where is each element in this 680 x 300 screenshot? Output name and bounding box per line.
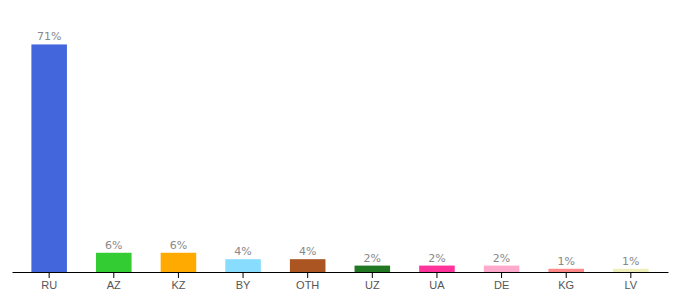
data-label: 2%	[364, 252, 381, 265]
x-tick-mark	[501, 272, 502, 278]
bar	[225, 259, 261, 272]
x-tick: UZ	[365, 272, 380, 291]
x-tick-mark	[372, 272, 373, 278]
data-label: 1%	[557, 255, 574, 268]
bar	[613, 269, 649, 272]
x-tick-mark	[566, 272, 567, 278]
x-tick-label: UZ	[365, 279, 380, 291]
x-tick-mark	[178, 272, 179, 278]
x-tick-mark	[113, 272, 114, 278]
data-labels: 71% 6% 6% 4% 4% 2% 2% 2% 1% 1%	[37, 30, 640, 267]
bar	[161, 253, 197, 272]
x-tick-label: KG	[558, 279, 574, 291]
x-tick-label: OTH	[296, 279, 319, 291]
bar	[96, 253, 132, 272]
x-tick: DE	[494, 272, 509, 291]
bar	[31, 44, 67, 272]
x-tick: BY	[236, 272, 251, 291]
x-tick-label: DE	[494, 279, 509, 291]
data-label: 4%	[234, 245, 251, 258]
x-axis: RU AZ KZ BY OTH UZ UA DE KG LV	[13, 272, 669, 291]
x-tick: UA	[429, 272, 445, 291]
data-label: 71%	[37, 30, 61, 43]
x-tick: AZ	[107, 272, 121, 291]
x-axis-line	[13, 272, 669, 273]
data-label: 6%	[170, 239, 187, 252]
bar	[419, 266, 455, 272]
x-tick-label: RU	[41, 279, 57, 291]
x-tick: LV	[625, 272, 638, 291]
data-label: 6%	[105, 239, 122, 252]
x-tick-mark	[49, 272, 50, 278]
bars	[31, 44, 648, 272]
x-tick: KZ	[171, 272, 185, 291]
x-tick-label: UA	[429, 279, 445, 291]
x-tick: KG	[558, 272, 574, 291]
x-tick-label: BY	[236, 279, 251, 291]
bar	[484, 266, 520, 272]
chart: RU AZ KZ BY OTH UZ UA DE KG LV 71% 6% 6% 4% 4% 2% 2% 2% 1%…	[0, 0, 680, 300]
x-tick: OTH	[296, 272, 319, 291]
bar	[355, 266, 391, 272]
plot: RU AZ KZ BY OTH UZ UA DE KG LV 71% 6% 6% 4% 4% 2% 2% 2% 1%…	[13, 30, 669, 290]
x-tick-label: KZ	[171, 279, 185, 291]
x-tick-label: AZ	[107, 279, 121, 291]
x-tick-mark	[630, 272, 631, 278]
x-tick-mark	[243, 272, 244, 278]
x-tick-mark	[436, 272, 437, 278]
bar	[290, 259, 326, 272]
data-label: 4%	[299, 245, 316, 258]
x-tick-mark	[307, 272, 308, 278]
data-label: 1%	[622, 255, 639, 268]
x-tick-label: LV	[625, 279, 638, 291]
data-label: 2%	[428, 252, 445, 265]
x-tick: RU	[41, 272, 57, 291]
bar	[548, 269, 584, 272]
data-label: 2%	[493, 252, 510, 265]
